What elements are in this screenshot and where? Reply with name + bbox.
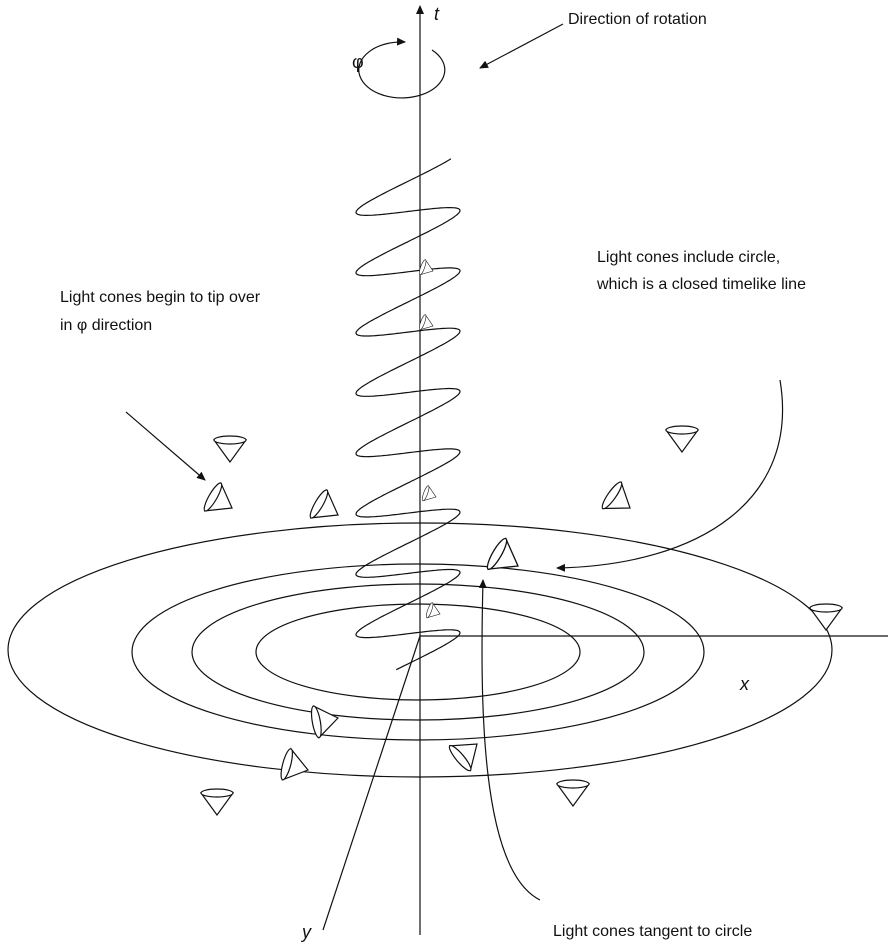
light-cone [212,435,248,464]
ring [255,603,581,701]
light-cone [664,425,700,454]
label: which is a closed timelike line [596,276,806,293]
light-cone [199,788,235,817]
light-cone [808,603,844,632]
light-cone [448,743,478,772]
pointer [556,379,784,572]
helix [355,158,461,671]
x-label: x [739,674,750,694]
t-label: t [434,4,440,24]
cones [199,259,844,817]
pointer [479,23,564,69]
label: Light cones include circle, [597,249,780,266]
light-cone [203,481,233,512]
label: in φ direction [60,317,152,334]
label: Light cones begin to tip over [60,289,261,306]
label: Light cones tangent to circle [553,923,752,940]
light-cone [426,602,441,619]
y-label: y [300,922,312,942]
rotation-arrow [358,37,446,99]
ring [131,563,705,741]
phi-label: φ [352,52,364,72]
ring [191,583,645,721]
light-cone [419,314,434,331]
pointer [125,411,206,481]
y-axis [322,635,421,931]
light-cone [309,488,339,519]
light-cone [486,537,519,570]
light-cone [601,480,631,510]
label: Direction of rotation [568,11,707,28]
light-cone [555,779,591,808]
light-cone [280,747,309,781]
light-cone [422,485,437,502]
pointer [478,579,541,901]
light-cone [419,259,434,276]
light-cone [310,705,340,739]
